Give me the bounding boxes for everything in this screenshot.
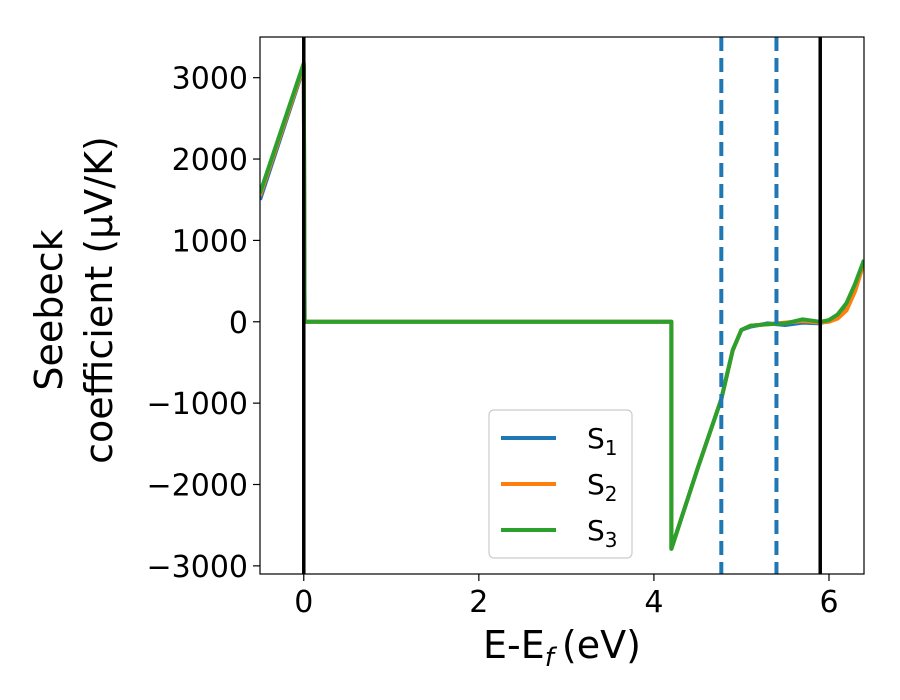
data-layer — [260, 37, 864, 574]
legend-item-s2: S2 — [501, 468, 618, 506]
legend-box — [488, 409, 633, 559]
x-tick-label: 2 — [469, 585, 488, 620]
y-axis-label: Seebeck coefficient (μV/K) — [27, 136, 121, 464]
y-tick-label: −3000 — [147, 550, 248, 585]
legend-label: S3 — [587, 514, 618, 552]
legend-label: S2 — [587, 468, 618, 506]
y-tick-label: −1000 — [147, 387, 248, 422]
y-tick-label: −2000 — [147, 469, 248, 504]
series-line-s3 — [260, 61, 864, 551]
y-tick-label: 1000 — [172, 224, 248, 259]
x-tick-label: 4 — [644, 585, 663, 620]
y-tick-label: 0 — [229, 306, 248, 341]
y-axis-label-line2: coefficient (μV/K) — [77, 136, 121, 464]
legend-item-s3: S3 — [501, 514, 618, 552]
y-tick-label: 2000 — [172, 143, 248, 178]
x-axis-label: E-Ef (eV) — [483, 623, 641, 673]
legend-label: S1 — [587, 422, 618, 460]
y-tick-label: 3000 — [172, 62, 248, 97]
x-tick-label: 6 — [819, 585, 838, 620]
legend: S1 S2 S3 — [488, 409, 633, 559]
legend-item-s1: S1 — [501, 422, 618, 460]
plot-area: 0 2 4 6 3000 2000 1000 0 −1000 −2000 −3000 — [147, 36, 865, 620]
plot-frame — [259, 36, 865, 575]
y-axis-label-line1: Seebeck — [27, 229, 71, 390]
x-tick-label: 0 — [294, 585, 313, 620]
